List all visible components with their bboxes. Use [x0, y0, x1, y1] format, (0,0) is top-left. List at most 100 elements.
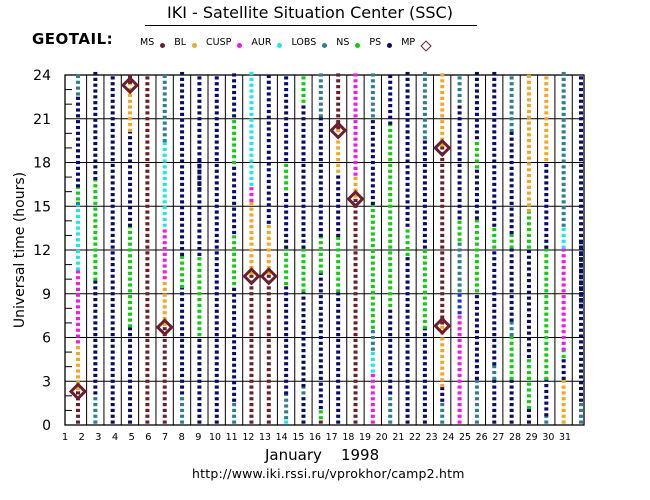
region-dot-mp [509, 306, 514, 310]
region-dot-mp [318, 300, 323, 305]
region-dot-ns [388, 397, 393, 401]
region-dot-mp [336, 204, 341, 208]
region-dot-mp [318, 341, 323, 345]
region-dot-mp [76, 166, 80, 170]
region-dot-ns [457, 248, 462, 252]
region-dot-ms [145, 239, 150, 243]
region-dot-mp [579, 257, 583, 261]
region-dot-bl [561, 408, 566, 413]
region-dot-mp [301, 204, 306, 208]
region-dot-ms [162, 350, 167, 354]
region-dot-mp [197, 111, 202, 115]
region-dot-ns [76, 86, 80, 90]
region-dot-ns [232, 408, 237, 413]
region-dot-ms [162, 397, 167, 401]
region-dot-mp [180, 350, 185, 354]
region-dot-mp [284, 87, 289, 92]
region-dot-mp [544, 395, 549, 399]
region-dot-mp [301, 402, 306, 407]
region-dot-mp [492, 408, 497, 413]
region-dot-mp [93, 292, 98, 296]
region-dot-mp [474, 359, 479, 363]
region-dot-lobs [76, 249, 80, 254]
region-dot-mp [301, 325, 306, 329]
region-dot-mp [180, 106, 185, 111]
region-dot-ps [284, 258, 289, 262]
region-dot-mp [579, 169, 583, 173]
region-dot-aur [457, 397, 462, 401]
region-dot-ps [232, 131, 237, 135]
region-dot-mp [509, 295, 514, 299]
region-dot-mp [301, 227, 306, 232]
region-dot-ms [266, 420, 271, 424]
region-dot-ps [128, 277, 133, 281]
region-dot-ps [197, 292, 202, 296]
region-dot-ms [249, 286, 254, 290]
region-dot-lobs [370, 357, 375, 361]
y-tick-label: 9 [42, 287, 51, 303]
region-dot-mp [128, 327, 133, 331]
region-dot-bl [440, 360, 445, 364]
region-dot-mp [509, 420, 514, 424]
region-dot-mp [197, 379, 202, 383]
region-dot-ps [128, 230, 133, 235]
region-dot-ns [180, 408, 185, 413]
region-dot-mp [579, 392, 583, 396]
region-dot-bl [544, 134, 549, 138]
legend-label: MP [401, 37, 416, 48]
region-dot-ms [128, 80, 133, 84]
region-dot-ps [301, 99, 306, 103]
region-dot-aur [457, 327, 462, 331]
region-dot-ns [561, 83, 566, 87]
region-dot-ns [318, 90, 323, 95]
region-dot-mp [388, 332, 393, 337]
region-dot-mp [405, 309, 410, 313]
region-dot-ms [336, 125, 341, 130]
region-dot-ps [388, 303, 393, 308]
region-dot-mp [197, 385, 202, 389]
region-dot-ms [145, 391, 150, 395]
region-dot-ps [474, 254, 479, 258]
region-dot-mp [405, 367, 410, 372]
region-dot-mp [492, 397, 497, 401]
y-tick-label: 0 [42, 418, 51, 434]
region-dot-ms [249, 414, 254, 418]
legend-label: AUR [251, 37, 272, 48]
region-dot-ms [249, 379, 254, 383]
region-dot-ps [370, 314, 375, 318]
region-dot-mp [197, 117, 202, 121]
region-dot-ms [353, 198, 358, 203]
region-dot-bl [526, 92, 531, 96]
region-dot-mp [579, 233, 583, 238]
region-dot-mp [318, 140, 323, 144]
region-dot-mp [405, 101, 410, 105]
region-dot-aur [561, 283, 566, 287]
region-dot-ps [370, 290, 375, 294]
region-dot-mp [318, 405, 323, 410]
region-dot-mp [301, 128, 306, 133]
region-dot-ps [492, 227, 497, 232]
region-dot-ns [579, 420, 583, 424]
region-dot-ps [422, 255, 427, 259]
region-dot-ns [318, 73, 323, 77]
region-dot-ms [145, 268, 150, 273]
source-url[interactable]: http://www.iki.rssi.ru/vprokhor/camp2.ht… [192, 466, 465, 481]
region-dot-ms [145, 327, 150, 331]
region-dot-mp [284, 210, 289, 214]
region-dot-mp [76, 131, 80, 135]
region-dot-aur [561, 248, 566, 252]
region-dot-mp [76, 184, 80, 188]
region-dot-mp [318, 181, 323, 185]
region-dot-ps [422, 296, 427, 300]
region-dot-mp [422, 233, 427, 238]
region-dot-ps [544, 306, 549, 310]
region-dot-ns [370, 73, 375, 77]
region-dot-mp [214, 408, 219, 413]
region-dot-ps [197, 268, 202, 273]
region-dot-mp [474, 318, 479, 322]
region-dot-ps [76, 197, 80, 201]
region-dot-ns [457, 254, 462, 258]
region-dot-ns [93, 408, 98, 413]
region-dot-mp [509, 166, 514, 170]
region-dot-ms [266, 408, 271, 413]
